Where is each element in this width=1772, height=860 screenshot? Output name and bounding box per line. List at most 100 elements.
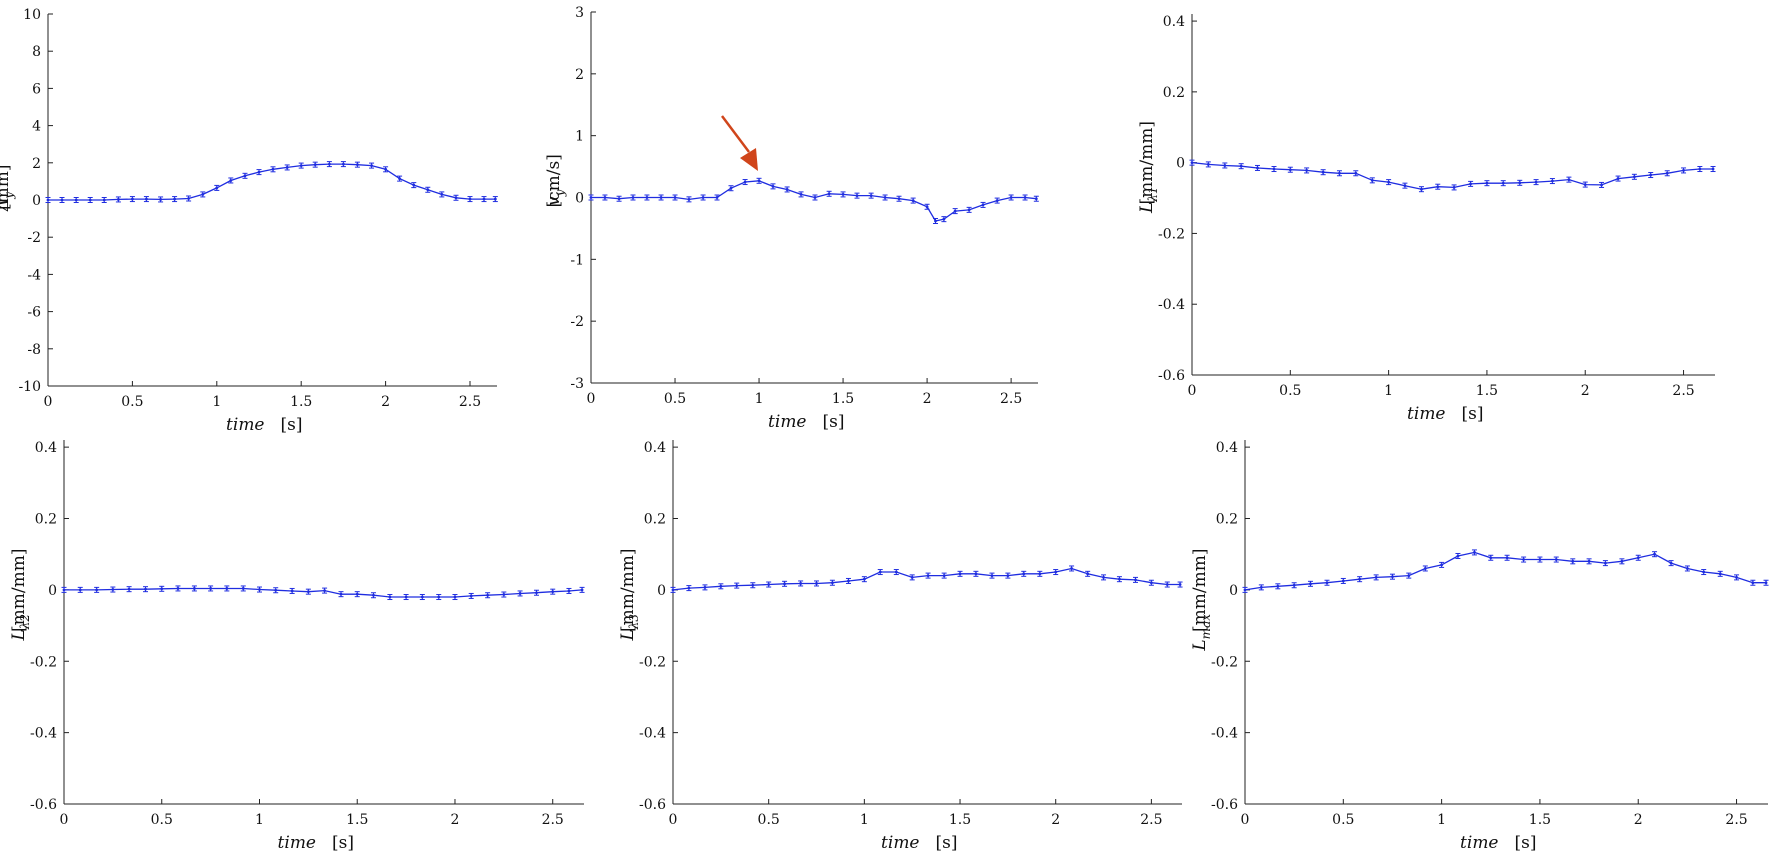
data-point: [1763, 579, 1769, 586]
data-point: [1602, 560, 1608, 567]
data-point: [326, 161, 332, 168]
data-point: [756, 177, 762, 184]
data-point: [1468, 180, 1474, 187]
data-point: [932, 217, 938, 224]
data-point: [1648, 172, 1654, 179]
x-tick-label: 2.5: [1140, 812, 1162, 828]
y-tick-label: 0.4: [35, 440, 57, 456]
y-axis-label-symbol: Δ: [0, 199, 13, 212]
data-point: [1533, 179, 1539, 186]
data-point: [826, 190, 832, 197]
data-point: [256, 586, 262, 593]
x-tick-label: 1: [860, 812, 869, 828]
data-point: [1164, 581, 1170, 588]
data-point: [602, 194, 608, 201]
y-tick-label: 0: [48, 583, 57, 599]
data-point: [700, 194, 706, 201]
y-axis-label-subscript: y: [553, 189, 567, 197]
x-axis-unit: [s]: [1462, 404, 1484, 424]
data-point: [1701, 569, 1707, 576]
data-point: [1750, 579, 1756, 586]
y-tick-label: -0.6: [639, 797, 666, 813]
y-tick-label: -3: [570, 376, 584, 392]
data-point: [1033, 195, 1039, 202]
data-point: [1488, 554, 1494, 561]
data-point: [492, 196, 498, 203]
y-tick-label: -0.2: [639, 654, 666, 670]
x-tick-label: 2: [1634, 812, 1643, 828]
data-point: [812, 194, 818, 201]
chart-panel-1: -10 -8 -6 -4 -2 0 2 4 6 8 10 0 0.5 1 1.5 2 2.5 time [s] Δy[…: [0, 7, 498, 435]
data-point: [1439, 561, 1445, 568]
x-tick-label: 1: [1437, 812, 1446, 828]
data-point: [868, 192, 874, 199]
y-tick-label: 0.2: [1216, 512, 1238, 528]
x-tick-label: 1: [255, 812, 264, 828]
y-axis-label-symbol: L: [1190, 639, 1210, 651]
chart-panel-6: -0.6 -0.4 -0.2 0 0.2 0.4 0 0.5 1 1.5 2 2.5 time [s] Lm…: [1190, 440, 1769, 853]
data-point: [1271, 166, 1277, 173]
y-tick-label: 0.4: [1163, 14, 1185, 30]
data-point: [714, 194, 720, 201]
y-axis-label-symbol: L: [618, 629, 638, 641]
data-point: [1116, 576, 1122, 583]
data-point: [989, 572, 995, 579]
y-tick-label: -0.2: [1158, 226, 1185, 242]
data-point: [1324, 579, 1330, 586]
data-point: [630, 194, 636, 201]
y-tick-label: -0.2: [1211, 654, 1238, 670]
data-point: [1570, 558, 1576, 565]
data-point: [1681, 167, 1687, 174]
data-point: [1586, 558, 1592, 565]
x-axis-label: time: [1407, 404, 1445, 424]
y-tick-label: 6: [32, 81, 41, 97]
y-axis-label: Δy: [0, 192, 16, 212]
data-point: [766, 581, 772, 588]
y-axis-unit: [mm/mm]: [9, 549, 29, 632]
data-point: [208, 585, 214, 592]
y-axis-label-symbol: v: [544, 196, 564, 206]
y-tick-label: -6: [27, 305, 41, 321]
x-tick-label: 0: [44, 394, 53, 410]
y-tick-label: -10: [18, 379, 41, 395]
data-point: [670, 586, 676, 593]
data-point: [439, 191, 445, 198]
x-tick-label: 0: [669, 812, 678, 828]
data-point: [550, 588, 556, 595]
data-point: [1517, 179, 1523, 186]
data-point: [1615, 175, 1621, 182]
y-tick-label: 0: [32, 193, 41, 209]
data-point: [1631, 173, 1637, 180]
x-tick-label: 1.5: [346, 812, 368, 828]
y-tick-label: 0.4: [1216, 440, 1238, 456]
y-axis-unit: [mm/mm]: [618, 549, 638, 632]
x-tick-label: 2: [1051, 812, 1060, 828]
data-point: [1664, 170, 1670, 177]
y-axis-label-symbol: L: [9, 629, 29, 641]
x-tick-label: 2.5: [1000, 391, 1022, 407]
y-axis-unit: [mm/mm]: [1190, 549, 1210, 632]
data-point: [1085, 570, 1091, 577]
data-point: [909, 574, 915, 581]
data-point: [672, 194, 678, 201]
data-point: [452, 594, 458, 601]
data-point: [616, 195, 622, 202]
data-point: [1471, 549, 1477, 556]
y-tick-label: 0: [1229, 583, 1238, 599]
data-point: [994, 197, 1000, 204]
data-point: [159, 585, 165, 592]
data-point: [814, 580, 820, 587]
data-point: [425, 186, 431, 193]
data-point: [101, 197, 107, 203]
data-point: [533, 589, 539, 596]
x-tick-label: 0: [1241, 812, 1250, 828]
y-axis-label: vy: [544, 189, 567, 206]
x-tick-label: 2.5: [459, 394, 481, 410]
x-tick-label: 0.5: [1279, 383, 1301, 399]
data-point: [200, 191, 206, 198]
y-tick-label: -0.6: [1211, 797, 1238, 813]
data-point: [1021, 570, 1027, 577]
data-point: [143, 586, 149, 593]
x-tick-label: 0: [587, 391, 596, 407]
x-tick-label: 0: [60, 812, 69, 828]
